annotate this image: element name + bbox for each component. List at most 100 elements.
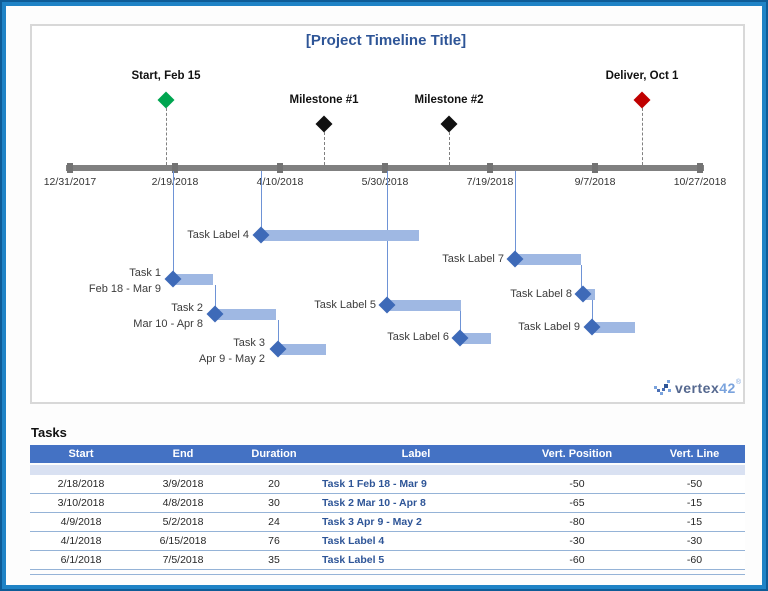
- cell-start[interactable]: 6/1/2018: [60, 554, 102, 566]
- milestone-dash-line: [324, 132, 325, 165]
- cell-start[interactable]: 4/9/2018: [60, 516, 102, 528]
- axis-tick: [697, 163, 703, 173]
- vertex42-logo: vertex42®: [619, 379, 741, 399]
- cell-label[interactable]: Task Label 5: [322, 554, 385, 566]
- milestone-label-deliver: Deliver, Oct 1: [605, 70, 679, 82]
- registered-mark: ®: [735, 379, 741, 386]
- cell-duration[interactable]: 76: [268, 535, 280, 547]
- task-label-5: Task Label 5: [314, 299, 376, 311]
- task-connector-line: [278, 320, 279, 349]
- header-end[interactable]: End: [172, 448, 194, 460]
- cell-vert-line[interactable]: -60: [686, 554, 703, 566]
- task-connector-line: [581, 265, 582, 294]
- task-label-3-line2: Apr 9 - May 2: [198, 353, 265, 365]
- axis-tick: [592, 163, 598, 173]
- task-connector-line: [592, 300, 593, 327]
- axis-date-label: 5/30/2018: [361, 176, 409, 188]
- axis-date-label: 7/19/2018: [466, 176, 514, 188]
- task-bar-7: [515, 254, 581, 265]
- cell-label[interactable]: Task 2 Mar 10 - Apr 8: [322, 497, 426, 509]
- cell-vert-line[interactable]: -50: [686, 478, 703, 490]
- cell-duration[interactable]: 35: [268, 554, 280, 566]
- task-connector-line: [261, 171, 262, 230]
- table-row: 4/1/2018 6/15/2018 76 Task Label 4 -30 -…: [30, 532, 745, 551]
- vertex42-logo-icon: [653, 379, 671, 395]
- cell-vert-position[interactable]: -30: [569, 535, 585, 547]
- cell-end[interactable]: 3/9/2018: [162, 478, 204, 490]
- cell-start[interactable]: 3/10/2018: [57, 497, 105, 509]
- task-bar-1: [173, 274, 213, 285]
- cell-duration[interactable]: 30: [268, 497, 280, 509]
- cell-end[interactable]: 6/15/2018: [159, 535, 207, 547]
- task-connector-line: [215, 285, 216, 314]
- axis-date-label: 2/19/2018: [151, 176, 199, 188]
- task-bar-2: [215, 309, 276, 320]
- milestone-dash-line: [642, 108, 643, 165]
- header-label[interactable]: Label: [401, 448, 431, 460]
- cell-end[interactable]: 7/5/2018: [162, 554, 204, 566]
- task-label-1-line2: Feb 18 - Mar 9: [88, 283, 161, 295]
- cell-vert-position[interactable]: -50: [569, 478, 585, 490]
- cell-vert-position[interactable]: -60: [569, 554, 585, 566]
- table-bottom-border: [30, 574, 745, 575]
- task-label-2-line1: Task 2: [171, 302, 203, 314]
- cell-end[interactable]: 4/8/2018: [162, 497, 204, 509]
- chart-title[interactable]: [Project Timeline Title]: [305, 32, 467, 49]
- milestone-label-2: Milestone #2: [414, 94, 484, 106]
- cell-end[interactable]: 5/2/2018: [162, 516, 204, 528]
- axis-date-label: 4/10/2018: [256, 176, 304, 188]
- cell-label[interactable]: Task 1 Feb 18 - Mar 9: [322, 478, 427, 490]
- milestone-dash-line: [166, 108, 167, 165]
- header-vert-line[interactable]: Vert. Line: [669, 448, 720, 460]
- table-header-row: Start End Duration Label Vert. Position …: [30, 445, 745, 463]
- vertex42-logo-text: vertex42: [674, 379, 736, 396]
- task-label-7: Task Label 7: [442, 253, 504, 265]
- axis-date-label: 10/27/2018: [673, 176, 727, 188]
- axis-date-label: 9/7/2018: [574, 176, 616, 188]
- milestone-label-start: Start, Feb 15: [131, 70, 201, 82]
- table-spacer-row: [30, 465, 745, 475]
- table-row: 2/18/2018 3/9/2018 20 Task 1 Feb 18 - Ma…: [30, 475, 745, 494]
- axis-tick: [382, 163, 388, 173]
- task-bar-9: [592, 322, 635, 333]
- table-row: 4/9/2018 5/2/2018 24 Task 3 Apr 9 - May …: [30, 513, 745, 532]
- task-label-8: Task Label 8: [510, 288, 572, 300]
- cell-vert-line[interactable]: -30: [686, 535, 703, 547]
- cell-duration[interactable]: 20: [268, 478, 280, 490]
- task-label-1-line1: Task 1: [129, 267, 161, 279]
- table-title: Tasks: [31, 425, 67, 440]
- table-row: 3/10/2018 4/8/2018 30 Task 2 Mar 10 - Ap…: [30, 494, 745, 513]
- cell-label[interactable]: Task 3 Apr 9 - May 2: [322, 516, 422, 528]
- cell-start[interactable]: 4/1/2018: [60, 535, 102, 547]
- axis-tick: [277, 163, 283, 173]
- task-label-4: Task Label 4: [187, 229, 249, 241]
- cell-vert-line[interactable]: -15: [686, 516, 703, 528]
- cell-vert-position[interactable]: -65: [569, 497, 585, 509]
- milestone-label-1: Milestone #1: [289, 94, 359, 106]
- cell-vert-position[interactable]: -80: [569, 516, 585, 528]
- task-label-6: Task Label 6: [387, 331, 449, 343]
- task-bar-5: [387, 300, 461, 311]
- axis-date-label: 12/31/2017: [43, 176, 97, 188]
- task-connector-line: [460, 311, 461, 338]
- task-label-3-line1: Task 3: [233, 337, 265, 349]
- cell-duration[interactable]: 24: [268, 516, 280, 528]
- task-bar-4: [261, 230, 419, 241]
- header-vert-position[interactable]: Vert. Position: [541, 448, 613, 460]
- task-label-9: Task Label 9: [518, 321, 580, 333]
- axis-tick: [487, 163, 493, 173]
- milestone-dash-line: [449, 132, 450, 165]
- header-start[interactable]: Start: [68, 448, 94, 460]
- task-connector-line: [515, 171, 516, 254]
- header-duration[interactable]: Duration: [251, 448, 297, 460]
- tasks-table: Start End Duration Label Vert. Position …: [30, 445, 745, 575]
- task-label-2-line2: Mar 10 - Apr 8: [133, 318, 203, 330]
- cell-start[interactable]: 2/18/2018: [57, 478, 105, 490]
- cell-label[interactable]: Task Label 4: [322, 535, 385, 547]
- axis-tick: [172, 163, 178, 173]
- task-bar-3: [278, 344, 326, 355]
- table-row: 6/1/2018 7/5/2018 35 Task Label 5 -60 -6…: [30, 551, 745, 570]
- task-bar-6: [460, 333, 491, 344]
- cell-vert-line[interactable]: -15: [686, 497, 703, 509]
